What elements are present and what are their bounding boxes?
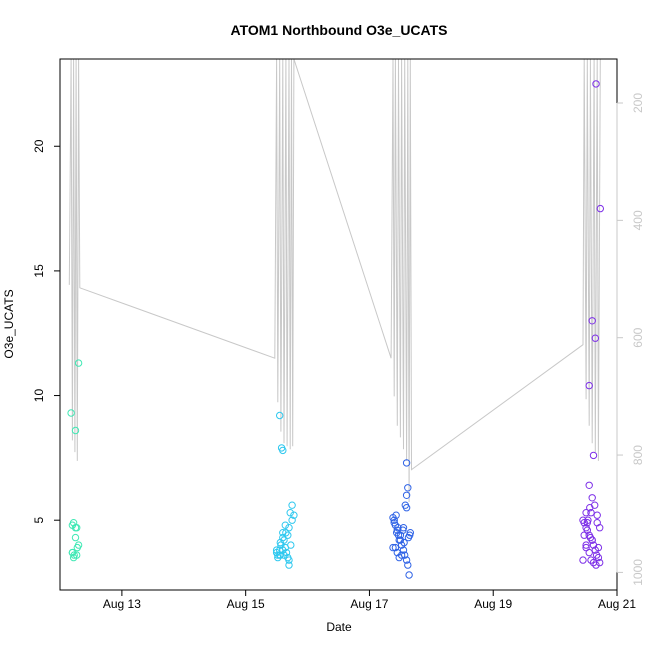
data-point bbox=[390, 516, 398, 524]
data-point bbox=[580, 531, 588, 539]
data-point bbox=[405, 571, 413, 579]
y-axis: 5 10 15 20 bbox=[32, 139, 61, 524]
data-point bbox=[391, 543, 400, 552]
data-point bbox=[399, 524, 408, 532]
data-point bbox=[290, 511, 298, 519]
data-point bbox=[588, 494, 596, 502]
data-point bbox=[589, 558, 598, 567]
data-point bbox=[404, 484, 412, 492]
data-point bbox=[68, 548, 77, 557]
data-point bbox=[591, 501, 599, 509]
data-point bbox=[583, 519, 591, 527]
data-point bbox=[74, 541, 83, 549]
data-point bbox=[393, 529, 401, 537]
data-point bbox=[592, 80, 600, 88]
data-point bbox=[594, 543, 603, 552]
data-point bbox=[593, 511, 601, 519]
data-point bbox=[585, 381, 593, 390]
data-point bbox=[67, 409, 75, 417]
data-point bbox=[585, 481, 593, 489]
data-point bbox=[276, 551, 284, 559]
data-point bbox=[281, 521, 289, 529]
chart-title: ATOM1 Northbound O3e_UCATS bbox=[231, 22, 448, 38]
right-tick-label: 600 bbox=[631, 327, 645, 347]
x-tick-label: Aug 15 bbox=[227, 597, 265, 611]
y-tick-label: 5 bbox=[32, 517, 46, 524]
data-point bbox=[587, 556, 595, 564]
data-point bbox=[579, 556, 587, 564]
data-point bbox=[288, 501, 296, 509]
data-point bbox=[402, 459, 411, 467]
data-point bbox=[406, 531, 414, 539]
y-axis-label: O3e_UCATS bbox=[2, 289, 16, 358]
x-axis-label: Date bbox=[326, 620, 352, 634]
data-point bbox=[592, 561, 600, 569]
x-tick-label: Aug 21 bbox=[598, 597, 636, 611]
data-point bbox=[395, 553, 403, 562]
data-point bbox=[274, 553, 282, 562]
points-layer bbox=[67, 80, 604, 579]
data-point bbox=[285, 556, 293, 564]
data-point bbox=[279, 533, 287, 542]
data-point bbox=[272, 546, 281, 554]
y-tick-label: 10 bbox=[32, 389, 46, 403]
data-point bbox=[279, 446, 287, 455]
data-point bbox=[73, 551, 81, 559]
data-point bbox=[589, 451, 598, 460]
data-point bbox=[596, 524, 604, 532]
data-point bbox=[282, 548, 291, 557]
right-axis: 200 400 600 800 1000 bbox=[616, 93, 645, 586]
data-point bbox=[587, 509, 595, 517]
data-point bbox=[404, 561, 412, 569]
data-point bbox=[591, 334, 599, 342]
right-tick-label: 800 bbox=[631, 445, 645, 465]
data-point bbox=[390, 519, 398, 527]
data-point bbox=[594, 553, 603, 562]
data-point bbox=[582, 509, 590, 517]
right-tick-label: 400 bbox=[631, 210, 645, 230]
data-point bbox=[397, 551, 406, 559]
y-tick-label: 15 bbox=[32, 264, 46, 278]
data-point bbox=[402, 556, 411, 564]
x-tick-label: Aug 13 bbox=[103, 597, 141, 611]
data-point bbox=[582, 543, 590, 552]
data-point bbox=[71, 426, 80, 435]
y-tick-label: 20 bbox=[32, 139, 46, 153]
data-point bbox=[392, 511, 400, 519]
data-point bbox=[402, 491, 411, 499]
data-point bbox=[389, 543, 397, 552]
secondary-series-line bbox=[68, 59, 601, 503]
data-point bbox=[596, 204, 604, 213]
data-point bbox=[276, 411, 284, 420]
data-point bbox=[280, 551, 288, 559]
data-point bbox=[399, 546, 408, 554]
data-point bbox=[281, 543, 289, 552]
data-point bbox=[402, 504, 411, 512]
right-tick-label: 200 bbox=[631, 93, 645, 113]
data-point bbox=[580, 519, 588, 527]
data-point bbox=[393, 548, 401, 557]
data-point bbox=[74, 359, 83, 367]
x-tick-label: Aug 19 bbox=[474, 597, 512, 611]
data-point bbox=[288, 516, 296, 524]
data-point bbox=[71, 533, 80, 542]
x-axis: Aug 13 Aug 15 Aug 17 Aug 19 Aug 21 bbox=[103, 589, 636, 611]
right-tick-label: 1000 bbox=[631, 559, 645, 586]
data-point bbox=[73, 524, 81, 532]
plot-frame bbox=[59, 58, 618, 591]
x-tick-label: Aug 17 bbox=[350, 597, 388, 611]
data-point bbox=[588, 317, 596, 325]
data-point bbox=[285, 561, 293, 569]
data-point bbox=[588, 536, 596, 544]
data-point bbox=[395, 536, 403, 544]
data-point bbox=[285, 524, 293, 532]
data-point bbox=[286, 509, 294, 517]
data-point bbox=[582, 541, 590, 549]
secondary-line-layer bbox=[68, 59, 601, 503]
